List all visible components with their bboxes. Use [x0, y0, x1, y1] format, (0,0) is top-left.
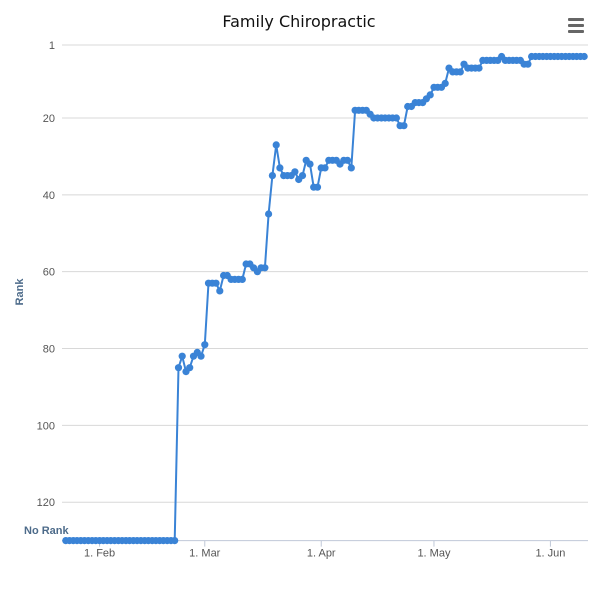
data-point[interactable] [272, 141, 280, 149]
x-tick-label: 1. Apr [307, 548, 336, 560]
data-point[interactable] [456, 68, 464, 76]
y-tick-label: 120 [37, 497, 55, 509]
data-point[interactable] [321, 164, 329, 172]
data-point[interactable] [276, 164, 284, 172]
series-group [62, 52, 588, 545]
y-tick-label: 40 [43, 190, 55, 202]
data-point[interactable] [212, 279, 220, 287]
data-point[interactable] [268, 172, 276, 180]
data-point[interactable] [201, 341, 209, 349]
data-point[interactable] [347, 164, 355, 172]
gridlines [62, 44, 588, 542]
x-tick-label: 1. Mar [189, 548, 221, 560]
y-axis-label: Rank [14, 278, 26, 306]
data-point[interactable] [216, 287, 224, 295]
data-point[interactable] [441, 79, 449, 87]
x-tick-label: 1. Feb [84, 548, 115, 560]
y-tick-label: 80 [43, 344, 55, 356]
y-tick-label: 60 [43, 267, 55, 279]
y-tick-label: 1 [49, 40, 55, 52]
x-axis-ticks: 1. Feb 1. Mar 1. Apr 1. May 1. Jun [84, 540, 565, 560]
data-point[interactable] [265, 210, 273, 218]
chart-menu-button[interactable] [566, 16, 586, 34]
data-point[interactable] [178, 352, 186, 360]
x-tick-label: 1. May [417, 548, 451, 560]
x-tick-label: 1. Jun [535, 548, 565, 560]
data-point[interactable] [298, 172, 307, 180]
data-point[interactable] [580, 52, 588, 61]
data-point[interactable] [238, 275, 246, 283]
data-point[interactable] [392, 114, 400, 122]
y-tick-label: 20 [43, 113, 55, 125]
data-point[interactable] [313, 183, 322, 191]
data-point[interactable] [171, 537, 179, 545]
series-line [65, 55, 585, 542]
no-rank-label: No Rank [24, 525, 70, 537]
data-point[interactable] [475, 64, 483, 72]
data-point[interactable] [291, 168, 299, 176]
y-tick-label: 100 [37, 420, 55, 432]
chart-title: Family Chiropractic [222, 12, 376, 31]
data-point[interactable] [524, 60, 532, 68]
data-point[interactable] [400, 122, 408, 130]
data-point[interactable] [261, 264, 269, 272]
data-point[interactable] [186, 364, 194, 372]
data-point[interactable] [426, 91, 434, 99]
data-point[interactable] [174, 364, 183, 372]
data-point[interactable] [197, 352, 205, 360]
data-point[interactable] [306, 160, 314, 168]
data-point[interactable] [343, 156, 352, 164]
